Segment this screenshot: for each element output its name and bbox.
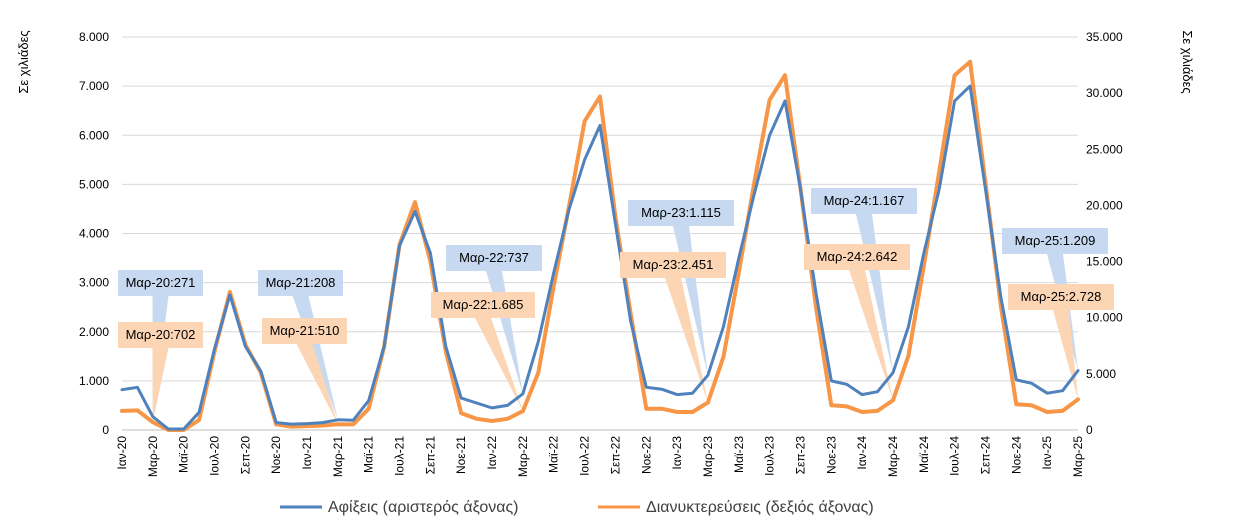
x-tick-label: Νοε-21 <box>454 436 468 474</box>
callout-pointer <box>152 348 169 423</box>
x-tick-label: Μαϊ-23 <box>732 436 746 473</box>
callout-box <box>1008 284 1114 310</box>
right-axis-title: Σε χιλιάδες <box>1180 30 1195 93</box>
x-tick-label: Ιαν-22 <box>485 436 499 470</box>
right-y-tick-label: 15.000 <box>1086 255 1123 269</box>
x-tick-label: Νοε-22 <box>639 436 653 474</box>
callouts-labels: Μαρ-20:271 Μαρ-20:702 Μαρ-21:208 Μαρ-21:510… <box>118 188 1114 348</box>
x-tick-label: Ιουλ-20 <box>208 436 222 476</box>
callout-box <box>262 318 347 344</box>
left-y-tick-label: 2.000 <box>79 325 109 339</box>
x-tick-label: Ιαν-25 <box>1040 436 1054 470</box>
x-tick-label: Ιουλ-23 <box>763 436 777 476</box>
callout-label: Μαρ-24:2.642 <box>817 249 898 264</box>
x-tick-label: Ιαν-24 <box>855 436 869 470</box>
left-y-tick-label: 8.000 <box>79 30 109 44</box>
left-y-axis: 0 1.000 2.000 3.000 4.000 5.000 6.000 7.000 8.00… <box>79 30 109 437</box>
callout-label: Μαρ-20:271 <box>126 275 196 290</box>
right-y-tick-label: 5.000 <box>1086 367 1116 381</box>
legend-label-arrivals: Αφίξεις (αριστερός άξονας) <box>328 499 519 516</box>
right-y-tick-label: 35.000 <box>1086 30 1123 44</box>
callout-label: Μαρ-21:510 <box>270 323 340 338</box>
callout-box <box>446 245 542 271</box>
callout-label: Μαρ-23:2.451 <box>633 257 714 272</box>
callout-box <box>811 188 917 214</box>
callout-box <box>628 200 734 226</box>
callout-label: Μαρ-21:208 <box>266 275 336 290</box>
x-tick-label: Σεπ-20 <box>238 436 252 475</box>
x-tick-label: Ιαν-21 <box>300 436 314 470</box>
right-y-tick-label: 25.000 <box>1086 142 1123 156</box>
x-tick-label: Νοε-23 <box>824 436 838 474</box>
left-y-tick-label: 6.000 <box>79 128 109 142</box>
callout-pointer <box>665 278 708 403</box>
callout-label: Μαρ-25:1.209 <box>1015 233 1096 248</box>
x-tick-label: Μαϊ-24 <box>917 436 931 473</box>
callout-label: Μαρ-25:2.728 <box>1021 289 1102 304</box>
callout-label: Μαρ-22:1.685 <box>443 297 524 312</box>
x-tick-label: Μαϊ-22 <box>547 436 561 473</box>
x-tick-label: Ιαν-23 <box>670 436 684 470</box>
left-y-tick-label: 3.000 <box>79 276 109 290</box>
x-tick-label: Νοε-20 <box>269 436 283 474</box>
legend-label-nights: Διανυκτερεύσεις (δεξιός άξονας) <box>646 499 874 516</box>
x-tick-label: Σεπ-22 <box>608 436 622 475</box>
callout-pointer <box>486 271 523 394</box>
callout-label: Μαρ-20:702 <box>126 327 196 342</box>
left-y-tick-label: 7.000 <box>79 79 109 93</box>
x-tick-label: Ιουλ-21 <box>393 436 407 476</box>
x-tick-label: Σεπ-21 <box>423 436 437 475</box>
right-y-tick-label: 30.000 <box>1086 86 1123 100</box>
right-y-tick-label: 10.000 <box>1086 311 1123 325</box>
right-y-tick-label: 0 <box>1086 423 1093 437</box>
series-line-nights <box>120 59 1080 432</box>
x-tick-label: Μαρ-23 <box>701 436 715 477</box>
left-y-tick-label: 5.000 <box>79 177 109 191</box>
callout-label: Μαρ-24:1.167 <box>824 193 905 208</box>
callout-pointer <box>296 344 338 425</box>
x-tick-label: Σεπ-24 <box>978 436 992 475</box>
left-y-tick-label: 4.000 <box>79 227 109 241</box>
legend: Αφίξεις (αριστερός άξονας) Διανυκτερεύσε… <box>280 499 874 516</box>
callout-box <box>118 270 203 296</box>
callout-box <box>1002 228 1108 254</box>
x-tick-label: Μαρ-25 <box>1071 436 1085 477</box>
x-axis: Ιαν-20 Μαρ-20 Μαϊ-20 Ιουλ-20 Σεπ-20 Νοε-20 Ιαν… <box>115 429 1085 477</box>
left-y-tick-label: 0 <box>102 423 109 437</box>
callout-box <box>431 292 535 318</box>
x-tick-label: Ιουλ-22 <box>578 436 592 476</box>
callout-box <box>620 252 726 278</box>
callout-pointer <box>475 318 523 412</box>
x-tick-label: Μαρ-24 <box>886 436 900 477</box>
callout-label: Μαρ-23:1.115 <box>641 205 721 220</box>
x-tick-label: Σεπ-23 <box>793 436 807 475</box>
right-y-tick-label: 20.000 <box>1086 198 1123 212</box>
x-tick-label: Μαϊ-21 <box>362 436 376 473</box>
x-tick-label: Μαρ-22 <box>516 436 530 477</box>
left-y-tick-label: 1.000 <box>79 374 109 388</box>
left-axis-title: Σε χιλιάδες <box>16 30 31 93</box>
right-y-axis: 0 5.000 10.000 15.000 20.000 25.000 30.000 35.0… <box>1086 30 1123 437</box>
callout-box <box>258 270 343 296</box>
series-lines <box>120 59 1080 432</box>
callout-box <box>118 322 203 348</box>
x-tick-label: Ιαν-20 <box>115 436 129 470</box>
series-line-arrivals <box>120 84 1080 431</box>
x-tick-label: Μαρ-20 <box>146 436 160 477</box>
x-tick-label: Ιουλ-24 <box>948 436 962 476</box>
callout-box <box>804 244 910 270</box>
x-tick-label: Νοε-24 <box>1009 436 1023 474</box>
x-tick-label: Μαϊ-20 <box>177 436 191 473</box>
callout-pointer <box>673 226 708 376</box>
x-tick-label: Μαρ-21 <box>331 436 345 477</box>
callout-pointer <box>849 270 893 401</box>
callout-label: Μαρ-22:737 <box>459 250 529 265</box>
